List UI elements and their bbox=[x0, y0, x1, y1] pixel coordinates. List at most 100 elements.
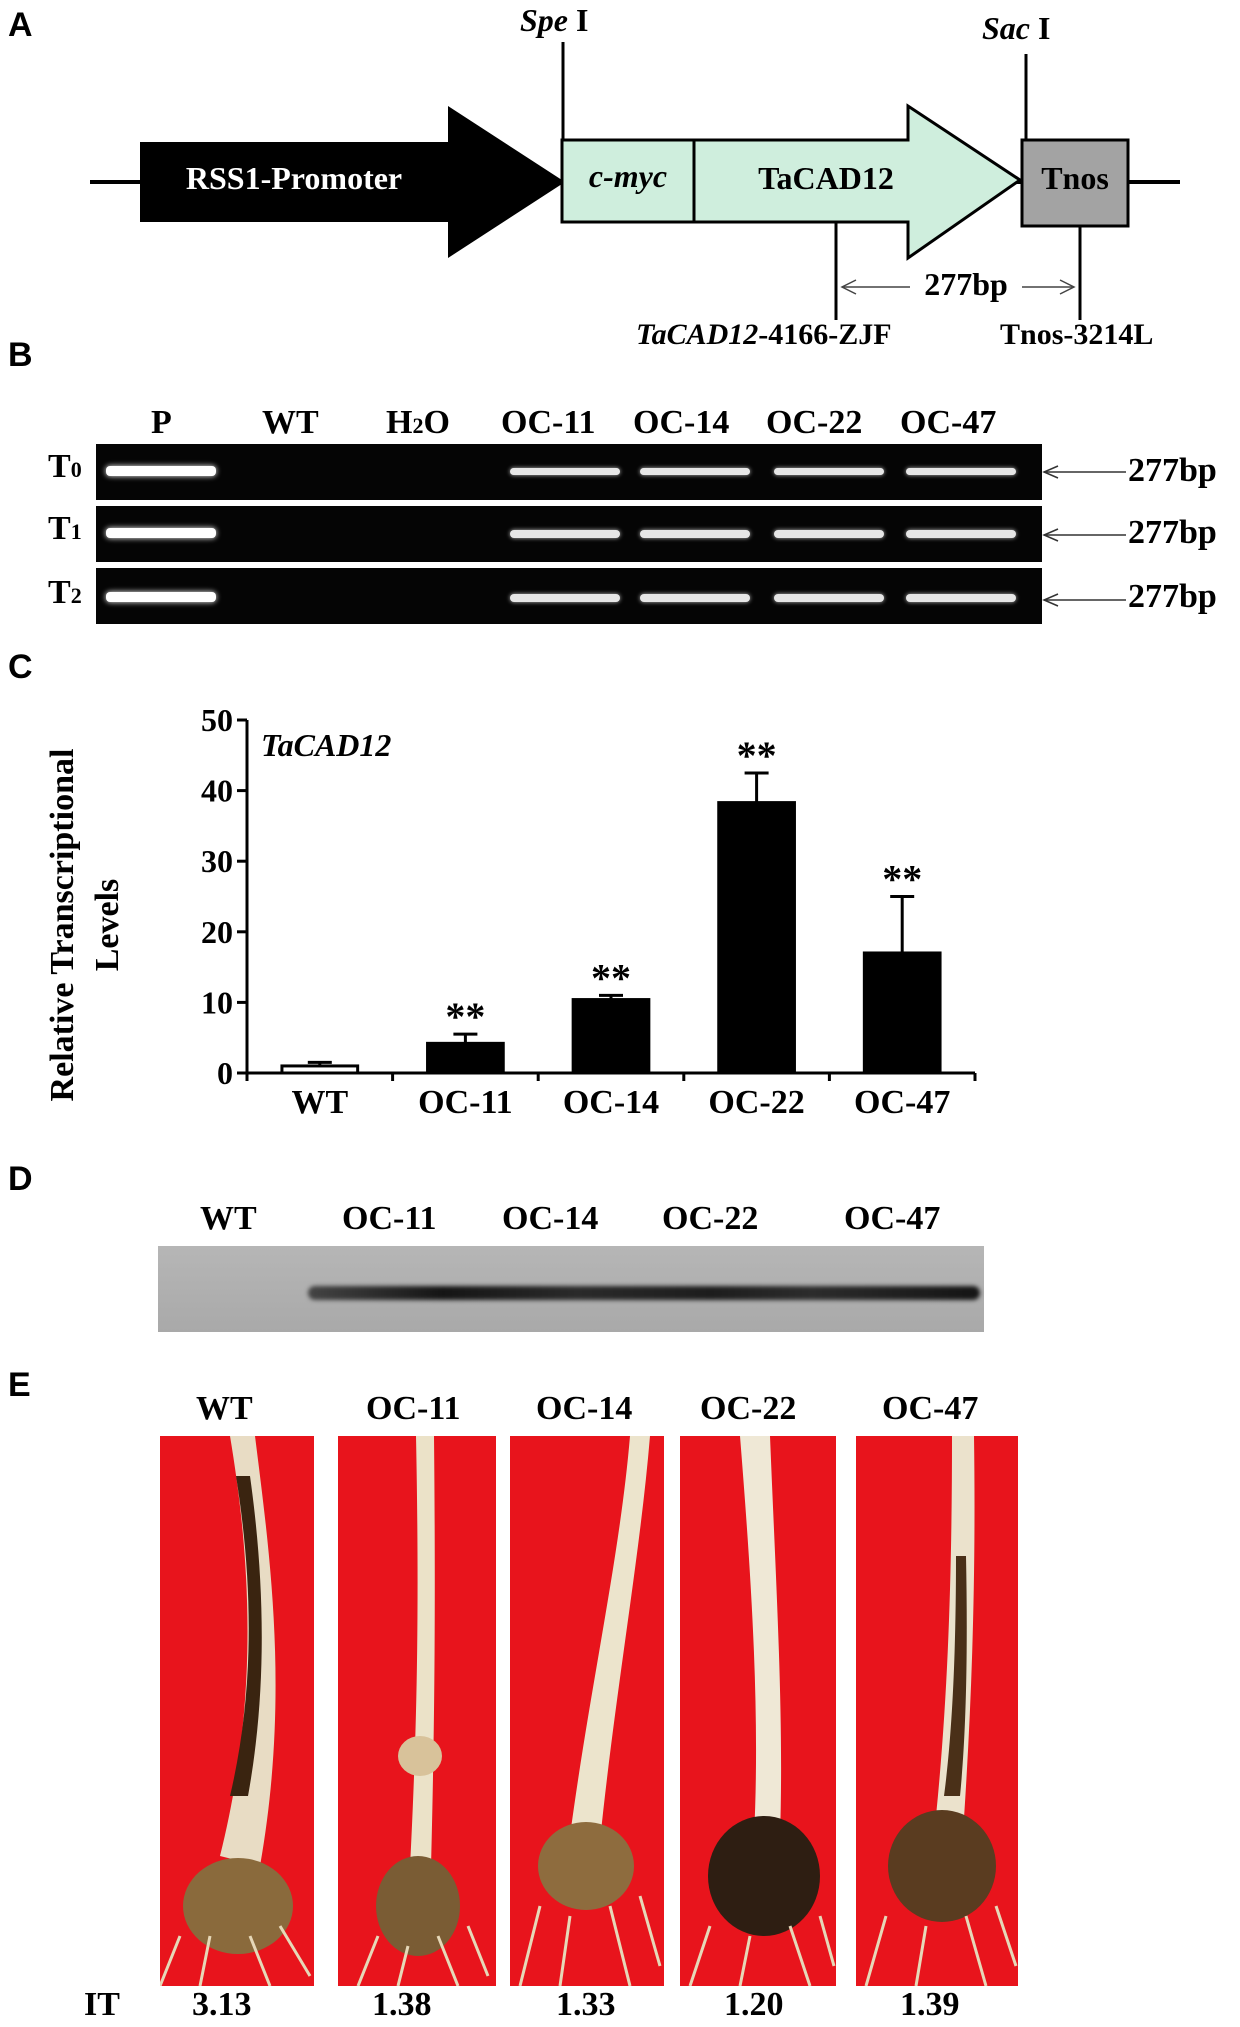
row-label-t1: T1 bbox=[48, 510, 82, 547]
y-tick-label: 40 bbox=[201, 773, 233, 809]
it-value-oc47: 1.39 bbox=[900, 1986, 960, 2023]
tacad12-label: TaCAD12 bbox=[758, 160, 894, 196]
significance-mark: ** bbox=[445, 994, 485, 1039]
panel-label-a: A bbox=[8, 6, 33, 44]
significance-mark: ** bbox=[737, 733, 777, 778]
gel-row-t1 bbox=[96, 506, 1042, 562]
gel-row-t0 bbox=[96, 444, 1042, 500]
x-tick-label: WT bbox=[291, 1084, 348, 1121]
lane-label-oc11: OC-11 bbox=[501, 404, 596, 441]
gel-band bbox=[774, 468, 884, 475]
construct-map bbox=[90, 42, 1180, 320]
phenotype-label-oc11: OC-11 bbox=[366, 1390, 461, 1427]
bar-wt bbox=[280, 1064, 360, 1075]
gel-band bbox=[906, 530, 1016, 538]
it-value-oc22: 1.20 bbox=[724, 1986, 784, 2023]
seedling-photo-oc14 bbox=[510, 1436, 664, 1986]
lane-label-oc22: OC-22 bbox=[766, 404, 863, 441]
gel-band bbox=[906, 594, 1016, 602]
it-value-oc11: 1.38 bbox=[372, 1986, 432, 2023]
western-label-oc11: OC-11 bbox=[342, 1200, 437, 1237]
it-value-wt: 3.13 bbox=[192, 1986, 252, 2023]
gel-lane-header: P WT H2O OC-11 OC-14 OC-22 OC-47 bbox=[96, 404, 1042, 444]
gel-band bbox=[906, 468, 1016, 475]
phenotype-label-oc22: OC-22 bbox=[700, 1390, 797, 1427]
lane-label-h2o: H2O bbox=[386, 404, 450, 441]
panel-label-b: B bbox=[8, 336, 33, 374]
western-label-oc47: OC-47 bbox=[844, 1200, 941, 1237]
western-label-oc22: OC-22 bbox=[662, 1200, 759, 1237]
qpcr-bar-chart: 0 10 20 30 40 50 TaCAD12 WT OC-11 OC-14 OC-22 OC-47… bbox=[201, 702, 977, 1121]
amplicon-label: 277bp bbox=[924, 266, 1008, 302]
lane-label-wt: WT bbox=[262, 404, 319, 441]
gel-size-arrows bbox=[1042, 465, 1126, 607]
x-tick-label: OC-14 bbox=[563, 1084, 659, 1121]
significance-mark: ** bbox=[591, 955, 631, 1000]
size-label-t1: 277bp bbox=[1128, 514, 1217, 551]
phenotype-label-wt: WT bbox=[196, 1390, 253, 1427]
tacad12-arrow bbox=[692, 103, 1023, 261]
seedling-photo-oc11 bbox=[338, 1436, 496, 1986]
x-tick-label: OC-47 bbox=[854, 1084, 950, 1121]
panel-label-c: C bbox=[8, 648, 33, 686]
y-tick-label: 0 bbox=[217, 1055, 233, 1091]
gel-band bbox=[510, 530, 620, 538]
gel-band bbox=[106, 466, 216, 476]
gel-band bbox=[640, 594, 750, 602]
x-tick-label: OC-11 bbox=[418, 1084, 512, 1121]
western-label-oc14: OC-14 bbox=[502, 1200, 599, 1237]
size-label-t2: 277bp bbox=[1128, 578, 1217, 615]
gel-band bbox=[106, 592, 216, 602]
gel-band bbox=[510, 594, 620, 602]
phenotype-label-oc14: OC-14 bbox=[536, 1390, 633, 1427]
panel-label-e: E bbox=[8, 1366, 31, 1404]
tnos-label: Tnos bbox=[1041, 160, 1109, 196]
gel-row-t2 bbox=[96, 568, 1042, 624]
rev-primer-label: Tnos-3214L bbox=[1000, 318, 1154, 351]
spe-site-label: Spe I bbox=[520, 2, 589, 38]
gel-band bbox=[640, 530, 750, 538]
gel-band bbox=[640, 468, 750, 475]
western-lane-header: WT OC-11 OC-14 OC-22 OC-47 bbox=[0, 1200, 1240, 1240]
promoter-label: RSS1-Promoter bbox=[185, 160, 403, 196]
bar-oc-14 bbox=[571, 998, 651, 1075]
gel-band bbox=[774, 594, 884, 602]
x-tick-label: OC-22 bbox=[708, 1084, 804, 1121]
lane-label-p: P bbox=[151, 404, 172, 441]
lane-label-oc14: OC-14 bbox=[633, 404, 730, 441]
significance-mark: ** bbox=[882, 857, 922, 902]
gel-band bbox=[510, 468, 620, 475]
western-blot bbox=[158, 1246, 984, 1332]
sac-site-label: Sac I bbox=[982, 10, 1051, 46]
seedling-photo-wt bbox=[160, 1436, 314, 1986]
size-label-t0: 277bp bbox=[1128, 452, 1217, 489]
chart-title: TaCAD12 bbox=[261, 727, 391, 763]
y-tick-label: 30 bbox=[201, 843, 233, 879]
western-band bbox=[308, 1286, 980, 1300]
phenotype-lane-header: WT OC-11 OC-14 OC-22 OC-47 bbox=[0, 1390, 1240, 1430]
lane-label-oc47: OC-47 bbox=[900, 404, 997, 441]
bar-oc-11 bbox=[426, 1041, 505, 1075]
fwd-primer-label: TaCAD12-4166-ZJF bbox=[636, 318, 892, 351]
bar-oc-47 bbox=[862, 951, 942, 1075]
gel-band bbox=[774, 530, 884, 538]
promoter-arrow bbox=[140, 106, 565, 258]
row-label-t0: T0 bbox=[48, 448, 82, 485]
it-row: IT 3.13 1.38 1.33 1.20 1.39 bbox=[0, 1986, 1240, 2026]
y-tick-label: 50 bbox=[201, 702, 233, 738]
tnos-box bbox=[1020, 138, 1130, 228]
bar-oc-22 bbox=[717, 801, 796, 1075]
y-tick-label: 10 bbox=[201, 984, 233, 1020]
phenotype-label-oc47: OC-47 bbox=[882, 1390, 979, 1427]
row-label-t2: T2 bbox=[48, 574, 82, 611]
cmyc-box bbox=[560, 138, 696, 224]
cmyc-label: c-myc bbox=[588, 158, 668, 194]
it-value-oc14: 1.33 bbox=[556, 1986, 616, 2023]
it-label: IT bbox=[84, 1986, 120, 2023]
seedling-photo-oc22 bbox=[680, 1436, 836, 1986]
seedling-photo-oc47 bbox=[856, 1436, 1018, 1986]
y-tick-label: 20 bbox=[201, 914, 233, 950]
panel-label-d: D bbox=[8, 1160, 33, 1198]
gel-band bbox=[106, 528, 216, 538]
western-label-wt: WT bbox=[200, 1200, 257, 1237]
